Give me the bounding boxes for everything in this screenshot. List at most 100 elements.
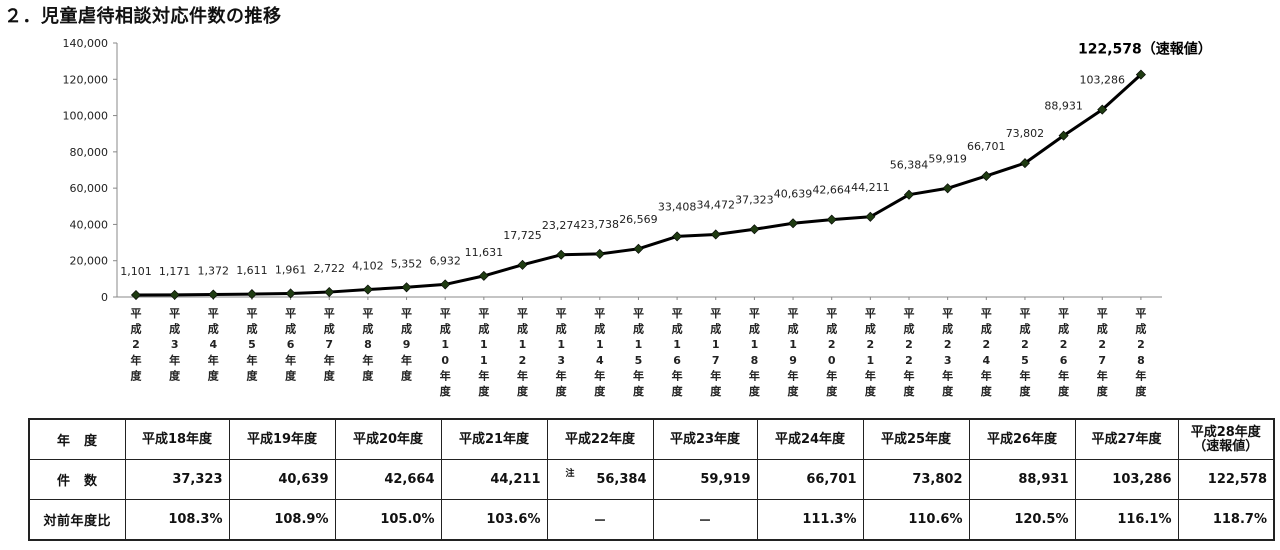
table-row-years: 年 度 平成18年度 平成19年度 平成20年度 平成21年度 平成22年度 平… [28, 418, 1275, 460]
count-cell-noted: 注 56,384 [546, 459, 654, 500]
count-cell: 66,701 [756, 459, 864, 500]
ratio-cell: － [652, 499, 758, 541]
x-tick-label: 平成 1 4 年度 [594, 307, 606, 398]
data-point [440, 279, 451, 290]
ratio-cell: 108.3% [124, 499, 230, 541]
year-cell: 平成27年度 [1074, 418, 1179, 460]
data-point [981, 170, 992, 182]
data-label: 2,722 [314, 262, 346, 275]
x-tick-label: 平成 2 3 年度 [942, 307, 954, 398]
ratio-cell: 103.6% [440, 499, 548, 541]
ratio-cell: － [546, 499, 654, 541]
data-label-latest: 122,578（速報値） [1078, 41, 1212, 58]
y-tick-label: 20,000 [70, 255, 109, 268]
ratio-label: 対前年度比 [28, 499, 126, 541]
data-label: 26,569 [619, 213, 658, 226]
y-tick-label: 40,000 [70, 218, 109, 231]
year-last-line2: （速報値） [1193, 438, 1259, 454]
data-label: 23,274 [542, 219, 581, 232]
series [130, 69, 1146, 301]
data-label: 5,352 [391, 257, 423, 270]
table-row-counts: 件 数 37,323 40,639 42,664 44,211 注 56,384 … [28, 459, 1275, 500]
year-cell: 平成19年度 [228, 418, 336, 460]
line-chart: 0 20,000 40,000 60,000 80,000 100,000 120,000 1… [63, 37, 1212, 398]
year-cell-last: 平成28年度 （速報値） [1177, 418, 1275, 460]
x-tick-label: 平成 2 6 年度 [1058, 307, 1070, 398]
x-tick-label: 平成 2 2 年度 [904, 307, 916, 398]
x-tick-label: 平成 1 0 年度 [440, 307, 452, 398]
data-label: 40,639 [774, 187, 813, 200]
x-tick-label: 平成 1 3 年度 [556, 307, 568, 398]
x-tick-label: 平成 1 8 年度 [749, 307, 761, 398]
year-cell: 平成23年度 [652, 418, 758, 460]
data-point [246, 289, 257, 300]
x-tick-label: 平成 1 6 年度 [672, 307, 684, 398]
x-tick-label: 平成 5 年度 [246, 307, 258, 382]
ratio-cell: 120.5% [968, 499, 1076, 541]
year-cell: 平成26年度 [968, 418, 1076, 460]
y-tick-label: 0 [101, 291, 108, 304]
data-point [672, 231, 683, 242]
y-tick-label: 100,000 [63, 110, 109, 123]
ratio-cell: 111.3% [756, 499, 864, 541]
data-point [1019, 158, 1030, 169]
page-title: ２．児童虐待相談対応件数の推移 [4, 6, 282, 27]
year-cell: 平成18年度 [124, 418, 230, 460]
note-mark: 注 [565, 469, 575, 479]
count-cell: 103,286 [1074, 459, 1179, 500]
data-label: 6,932 [429, 254, 461, 267]
data-label: 56,384 [890, 159, 929, 172]
data-point [208, 289, 219, 300]
data-label: 73,802 [1006, 127, 1045, 140]
data-label: 103,286 [1080, 74, 1126, 87]
year-cell: 平成22年度 [546, 418, 654, 460]
data-label: 1,171 [159, 265, 191, 278]
x-tick-label: 平成 1 7 年度 [710, 307, 722, 398]
data-label: 42,664 [812, 184, 851, 197]
data-point [749, 224, 760, 235]
data-label: 4,102 [352, 260, 384, 273]
ratio-cell: 105.0% [334, 499, 442, 541]
data-labels: 1,101 1,171 1,372 1,611 1,961 2,722 4,102 5,352… [120, 41, 1212, 278]
x-tick-label: 平成 2 8 年度 [1135, 307, 1147, 398]
data-point [324, 287, 335, 298]
ratio-cell: 118.7% [1177, 499, 1275, 541]
x-tick-label: 平成 1 1 年度 [478, 307, 490, 398]
data-label: 34,472 [697, 198, 736, 211]
ratio-cell: 110.6% [862, 499, 970, 541]
data-point [169, 289, 180, 300]
y-tick-label: 60,000 [70, 182, 109, 195]
data-point [826, 214, 837, 225]
count-value: 56,384 [596, 472, 647, 487]
y-axis-ticks: 0 20,000 40,000 60,000 80,000 100,000 120,000 1… [63, 37, 117, 304]
x-tick-label: 平成 2 0 年度 [826, 307, 838, 398]
x-tick-label: 平成 9 年度 [401, 307, 413, 382]
count-cell: 122,578 [1177, 459, 1275, 500]
x-axis-ticks: 平成 2 年度 平成 3 年度 平成 4 年度 平成 5 年度 平成 6 年度 平成 7 年度 平成 8 年度 平成 9 年度… [131, 297, 1147, 398]
ratio-cell: 116.1% [1074, 499, 1179, 541]
table-row-ratios: 対前年度比 108.3% 108.9% 105.0% 103.6% － － 11… [28, 499, 1275, 541]
x-tick-label: 平成 8 年度 [362, 307, 374, 382]
data-label: 1,372 [198, 265, 230, 278]
data-point [903, 189, 915, 200]
data-point [517, 259, 528, 270]
data-label: 11,631 [465, 246, 504, 259]
x-tick-label: 平成 6 年度 [285, 307, 297, 382]
x-tick-label: 平成 7 年度 [324, 307, 336, 382]
header-year-label: 年 度 [28, 418, 126, 460]
data-label: 37,323 [735, 193, 774, 206]
data-label: 59,919 [928, 152, 967, 165]
data-point [556, 249, 567, 260]
data-point [594, 248, 605, 259]
x-tick-label: 平成 2 年度 [131, 307, 143, 382]
x-tick-label: 平成 1 2 年度 [517, 307, 529, 398]
year-cell: 平成21年度 [440, 418, 548, 460]
data-label: 44,211 [851, 181, 890, 194]
count-cell: 59,919 [652, 459, 758, 500]
data-point [362, 284, 373, 295]
data-label: 17,725 [503, 229, 542, 242]
data-point [1135, 69, 1146, 80]
x-tick-label: 平成 2 4 年度 [981, 307, 993, 398]
count-label: 件 数 [28, 459, 126, 500]
data-point [633, 243, 644, 254]
